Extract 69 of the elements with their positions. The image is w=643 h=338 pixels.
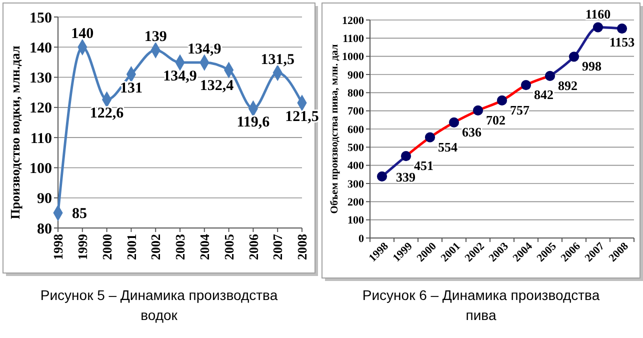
data-label: 1153 bbox=[609, 34, 636, 50]
data-label: 140 bbox=[71, 26, 94, 42]
data-label: 757 bbox=[510, 102, 530, 118]
y-tick-label: 90 bbox=[37, 191, 52, 208]
y-tick-label: 700 bbox=[348, 106, 364, 118]
y-tick-label: 1000 bbox=[342, 51, 364, 64]
y-tick-label: 800 bbox=[348, 88, 364, 100]
data-label: 892 bbox=[558, 78, 578, 93]
y-tick-label: 1100 bbox=[342, 33, 364, 46]
y-tick-label: 500 bbox=[348, 142, 364, 154]
y-tick-label: 1200 bbox=[342, 14, 364, 27]
y-tick-label: 130 bbox=[30, 70, 52, 87]
data-label: 451 bbox=[414, 158, 434, 174]
point bbox=[400, 151, 412, 162]
y-axis-title: Объем производства пива, млн. дал bbox=[330, 44, 341, 214]
x-tick-label: 2007 bbox=[270, 234, 286, 260]
data-label: 119,6 bbox=[236, 114, 270, 131]
x-tick-label: 2005 bbox=[221, 234, 236, 260]
data-label: 134,9 bbox=[163, 68, 197, 85]
point bbox=[448, 117, 460, 128]
y-tick-label: 80 bbox=[37, 221, 52, 238]
data-label: 842 bbox=[534, 87, 554, 102]
x-tick-label: 2008 bbox=[294, 234, 310, 260]
data-label: 131 bbox=[120, 80, 142, 96]
y-tick-label: 400 bbox=[348, 160, 364, 172]
y-tick-label: 150 bbox=[30, 10, 52, 26]
y-tick-label: 300 bbox=[348, 178, 364, 190]
data-label: 1160 bbox=[585, 6, 611, 22]
point bbox=[472, 105, 484, 116]
data-label: 636 bbox=[462, 124, 482, 140]
y-tick-label: 200 bbox=[348, 196, 364, 209]
data-label: 998 bbox=[582, 58, 602, 74]
data-label: 132,4 bbox=[200, 78, 234, 94]
data-label: 554 bbox=[438, 139, 458, 154]
x-tick-label: 1998 bbox=[50, 234, 66, 260]
data-label: 122,6 bbox=[90, 106, 124, 122]
x-tick-label: 1999 bbox=[74, 234, 90, 260]
text: Рисунок 5 – Динамика производства водок bbox=[40, 287, 278, 323]
x-tick-label: 2002 bbox=[148, 234, 164, 260]
y-tick-label: 600 bbox=[348, 124, 364, 136]
point bbox=[568, 52, 580, 62]
point bbox=[496, 95, 508, 106]
x-tick-label: 2003 bbox=[172, 234, 188, 260]
data-label: 339 bbox=[396, 169, 416, 184]
data-label: 134,9 bbox=[188, 42, 222, 58]
y-axis-title: Производство водки, млн.дал bbox=[8, 46, 23, 220]
data-label: 121,5 bbox=[285, 108, 319, 125]
x-tick-label: 2004 bbox=[196, 234, 212, 260]
point bbox=[520, 80, 532, 90]
point bbox=[424, 132, 436, 142]
data-label: 131,5 bbox=[260, 52, 294, 68]
point bbox=[616, 24, 628, 34]
point bbox=[376, 171, 388, 182]
point bbox=[544, 70, 556, 81]
text: Рисунок 6 – Динамика производства пива bbox=[362, 287, 600, 323]
x-tick-label: 2000 bbox=[99, 234, 114, 260]
x-tick-label: 2006 bbox=[246, 234, 261, 260]
data-label: 702 bbox=[486, 112, 506, 128]
y-tick-label: 140 bbox=[30, 40, 52, 56]
x-tick-label: 2001 bbox=[124, 234, 139, 260]
y-tick-label: 100 bbox=[30, 160, 52, 177]
data-label: 139 bbox=[144, 29, 167, 46]
y-tick-label: 120 bbox=[30, 100, 52, 117]
y-tick-label: 900 bbox=[348, 69, 364, 82]
data-label: 85 bbox=[72, 206, 87, 222]
y-tick-label: 0 bbox=[358, 232, 364, 245]
y-tick-label: 100 bbox=[348, 214, 364, 227]
y-tick-label: 110 bbox=[30, 130, 52, 147]
point bbox=[592, 22, 604, 32]
